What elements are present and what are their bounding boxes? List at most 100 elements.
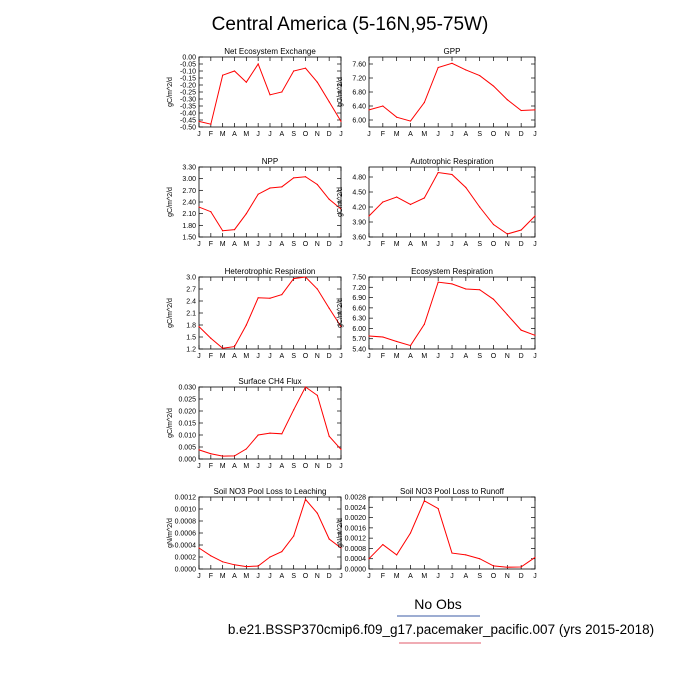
data-point	[269, 297, 271, 299]
x-tick-label: A	[279, 353, 284, 360]
data-point	[520, 566, 522, 568]
x-tick-label: A	[408, 573, 413, 580]
x-tick-label: A	[279, 241, 284, 248]
data-point	[396, 340, 398, 343]
data-point	[437, 281, 439, 283]
y-tick-label: 1.5	[186, 335, 196, 342]
data-point	[257, 434, 259, 436]
x-tick-label: J	[533, 573, 537, 580]
data-point	[222, 347, 224, 349]
y-axis-label: gC/m^2/d	[167, 187, 174, 217]
x-tick-label: N	[505, 241, 510, 248]
x-tick-label: F	[381, 353, 385, 360]
y-axis-label: gN/m^2/d	[167, 518, 174, 548]
y-tick-label: 0.0004	[345, 556, 367, 563]
data-point	[437, 171, 439, 174]
x-tick-label: M	[243, 241, 249, 248]
y-axis-label: gC/m^2/d	[167, 298, 174, 328]
x-tick-label: A	[232, 463, 237, 470]
x-tick-label: F	[209, 131, 213, 138]
x-tick-label: O	[303, 241, 309, 248]
y-tick-label: 3.30	[182, 165, 196, 172]
data-point	[198, 547, 200, 549]
y-axis-label: gC/m^2/d	[167, 77, 174, 107]
y-tick-label: 4.20	[352, 205, 366, 212]
x-tick-label: J	[339, 463, 343, 470]
x-tick-label: D	[519, 131, 524, 138]
panel-title: Heterotrophic Respiration	[225, 267, 316, 276]
data-point	[479, 206, 481, 208]
data-point	[233, 229, 236, 231]
plot-frame	[198, 496, 342, 570]
x-tick-label: A	[463, 241, 468, 248]
x-tick-label: N	[315, 241, 320, 248]
panel-title: Ecosystem Respiration	[411, 267, 493, 276]
x-tick-label: M	[243, 463, 249, 470]
data-point	[451, 283, 453, 285]
x-tick-label: M	[220, 353, 226, 360]
y-tick-label: 6.30	[352, 316, 366, 323]
x-tick-label: J	[197, 463, 201, 470]
data-point	[293, 535, 295, 537]
y-tick-label: 2.70	[182, 188, 196, 195]
x-tick-label: N	[505, 353, 510, 360]
y-tick-label: 2.7	[186, 287, 196, 294]
x-tick-label: J	[450, 573, 454, 580]
data-point	[479, 289, 481, 291]
x-tick-label: S	[477, 353, 482, 360]
x-tick-label: A	[408, 353, 413, 360]
y-axis-label: gC/m^2/d	[337, 187, 344, 217]
x-tick-label: S	[477, 573, 482, 580]
x-tick-label: D	[327, 353, 332, 360]
data-point	[304, 276, 307, 278]
x-tick-label: J	[450, 241, 454, 248]
x-tick-label: A	[408, 241, 413, 248]
y-tick-label: 0.0008	[175, 519, 197, 526]
x-tick-label: D	[519, 573, 524, 580]
y-tick-label: -0.15	[180, 76, 196, 83]
data-point	[281, 551, 283, 553]
y-tick-label: -0.45	[180, 118, 196, 125]
panel-title: Surface CH4 Flux	[238, 377, 301, 386]
x-tick-label: J	[367, 353, 371, 360]
data-point	[233, 564, 236, 566]
y-tick-label: 3.90	[352, 220, 366, 227]
y-tick-label: -0.25	[180, 90, 196, 97]
data-point	[281, 186, 283, 188]
x-tick-label: A	[232, 353, 237, 360]
data-point	[534, 556, 536, 559]
y-tick-label: 0.0010	[175, 507, 197, 514]
x-tick-label: F	[209, 241, 213, 248]
y-axis-label: gC/m^2/d	[337, 298, 344, 328]
x-tick-label: M	[394, 353, 400, 360]
data-point	[396, 116, 398, 118]
x-tick-label: J	[197, 241, 201, 248]
x-tick-label: A	[463, 573, 468, 580]
data-point	[340, 448, 342, 450]
panel: Ecosystem Respiration gC/m^2/d 7.50 7.20 6.9…	[337, 267, 537, 360]
data-point	[233, 346, 236, 348]
data-point	[479, 74, 481, 77]
data-point	[316, 512, 318, 514]
data-point	[293, 278, 295, 280]
series-line	[198, 62, 342, 125]
data-point	[423, 101, 425, 104]
data-point	[368, 109, 370, 111]
y-tick-label: -0.10	[180, 69, 196, 76]
x-tick-label: D	[327, 463, 332, 470]
x-tick-label: M	[394, 241, 400, 248]
y-tick-label: -0.50	[180, 125, 196, 132]
panel-title: GPP	[444, 47, 461, 56]
x-tick-label: M	[220, 573, 226, 580]
x-tick-label: D	[327, 241, 332, 248]
x-tick-label: J	[197, 131, 201, 138]
case-label: b.e21.BSSP370cmip6.f09_g17.pacemaker_pac…	[228, 622, 654, 637]
x-tick-label: J	[197, 353, 201, 360]
x-tick-label: J	[367, 573, 371, 580]
x-tick-label: J	[339, 573, 343, 580]
data-point	[316, 288, 318, 290]
x-tick-label: M	[421, 131, 427, 138]
data-point	[479, 558, 481, 560]
data-point	[316, 81, 318, 83]
data-point	[520, 109, 522, 112]
